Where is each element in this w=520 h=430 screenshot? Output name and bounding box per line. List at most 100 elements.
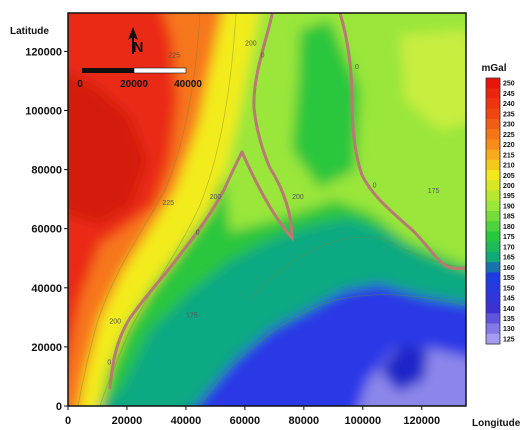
colorbar-swatch xyxy=(486,272,500,284)
x-tick-label: 60000 xyxy=(230,415,261,427)
y-tick-label: 60000 xyxy=(31,224,62,236)
contour-label: 200 xyxy=(210,194,222,201)
contour-label: 0 xyxy=(196,230,200,237)
field-zone-green-ne xyxy=(292,20,360,188)
contour-line xyxy=(99,13,237,406)
contour-label: 200 xyxy=(292,194,304,201)
contour-label: 0 xyxy=(261,52,265,59)
colorbar-swatch xyxy=(486,129,500,140)
y-tick-label: 120000 xyxy=(25,46,62,58)
colorbar-legend: mGal 250 245 240 235 230 225 220 215 210 205 200 19… xyxy=(481,63,515,345)
scale-bar-label-20000: 20000 xyxy=(120,79,148,90)
x-axis-ticks: 0 20000 40000 60000 80000 100000 120000 xyxy=(65,406,440,427)
field-zone-darkblue xyxy=(380,345,428,392)
y-axis-ticks: 0 20000 40000 60000 80000 100000 120000 xyxy=(25,46,68,413)
zero-contour-line xyxy=(338,13,466,270)
colorbar-swatch xyxy=(486,170,500,181)
zero-contour-line xyxy=(240,13,294,242)
anomaly-field xyxy=(68,13,466,406)
contour-line xyxy=(77,13,201,406)
y-tick-label: 40000 xyxy=(31,283,62,295)
colorbar-swatch xyxy=(486,98,500,110)
colorbar-swatch xyxy=(486,303,500,314)
x-tick-label: 20000 xyxy=(112,415,143,427)
colorbar-label: 145 xyxy=(503,296,515,303)
field-zone-darkred xyxy=(68,72,148,225)
colorbar-label: 220 xyxy=(503,142,515,149)
colorbar-label: 130 xyxy=(503,326,515,333)
colorbar-swatch xyxy=(486,108,500,120)
contour-label: 0 xyxy=(355,64,359,71)
colorbar-label: 160 xyxy=(503,265,515,272)
x-tick-label: 120000 xyxy=(403,415,440,427)
colorbar-label: 230 xyxy=(503,122,515,129)
scale-bar-label-40000: 40000 xyxy=(174,79,202,90)
colorbar-label: 185 xyxy=(503,214,515,221)
colorbar-label: 215 xyxy=(503,152,515,159)
colorbar-label: 135 xyxy=(503,316,515,323)
contour-label: 225 xyxy=(168,52,180,59)
contour-line xyxy=(199,294,466,406)
north-arrow: N xyxy=(128,27,143,56)
x-tick-label: 0 xyxy=(65,415,71,427)
x-axis-title: Longitude xyxy=(472,418,520,429)
colorbar-label: 210 xyxy=(503,163,515,170)
contour-label: 200 xyxy=(109,318,121,325)
contour-label: 200 xyxy=(245,41,257,48)
y-tick-label: 100000 xyxy=(25,106,62,118)
colorbar-label: 240 xyxy=(503,101,515,108)
colorbar-label: 235 xyxy=(503,111,515,118)
scale-bar-white-segment xyxy=(133,67,187,74)
colorbar-label: 245 xyxy=(503,91,515,98)
colorbar-label: 165 xyxy=(503,255,515,262)
colorbar-swatch xyxy=(486,118,500,130)
y-tick-label: 20000 xyxy=(31,342,62,354)
x-tick-label: 80000 xyxy=(289,415,320,427)
colorbar-label: 250 xyxy=(503,81,515,88)
colorbar-swatch xyxy=(486,139,500,151)
colorbar-swatch xyxy=(486,282,500,294)
colorbar-label: 175 xyxy=(503,234,515,241)
plot-frame xyxy=(67,12,467,407)
colorbar-swatch xyxy=(486,200,500,212)
colorbar-labels: 250 245 240 235 230 225 220 215 210 205 200 195 190 1… xyxy=(503,81,515,344)
north-arrow-icon xyxy=(128,27,138,40)
colorbar-swatch xyxy=(486,262,500,273)
zero-contour-lines xyxy=(108,13,466,390)
colorbar-label: 140 xyxy=(503,306,515,313)
colorbar-label: 200 xyxy=(503,183,515,190)
x-tick-label: 40000 xyxy=(171,415,202,427)
y-axis-title: Latitude xyxy=(10,26,49,37)
field-zone-lightgreen-ne-bright xyxy=(400,30,466,130)
colorbar-label: 125 xyxy=(503,336,515,343)
colorbar-swatch xyxy=(486,333,500,345)
y-tick-label: 80000 xyxy=(31,165,62,177)
colorbar-swatch xyxy=(486,78,500,89)
north-label: N xyxy=(133,39,144,56)
scale-bar-label-0: 0 xyxy=(77,79,83,90)
colorbar-label: 205 xyxy=(503,173,515,180)
colorbar-swatch xyxy=(486,323,500,335)
colorbar-label: 170 xyxy=(503,244,515,251)
x-tick-label: 100000 xyxy=(344,415,381,427)
colorbar-swatch xyxy=(486,292,500,304)
colorbar-label: 190 xyxy=(503,203,515,210)
scale-bar-black-segment xyxy=(82,68,134,73)
contour-label: 0 xyxy=(373,182,377,189)
scale-bar: 0 20000 40000 xyxy=(77,67,202,90)
colorbar-swatch xyxy=(486,211,500,222)
colorbar-swatch xyxy=(486,190,500,202)
contour-label: 175 xyxy=(428,188,440,195)
colorbar-label: 180 xyxy=(503,224,515,231)
contour-label: 225 xyxy=(162,200,174,207)
colorbar-label: 150 xyxy=(503,285,515,292)
colorbar-swatch xyxy=(486,231,500,243)
colorbar-frame xyxy=(485,77,501,345)
colorbar-swatch xyxy=(486,221,500,232)
colorbar-label: 195 xyxy=(503,193,515,200)
colorbar-swatch xyxy=(486,180,500,191)
colorbar-swatch xyxy=(486,159,500,171)
